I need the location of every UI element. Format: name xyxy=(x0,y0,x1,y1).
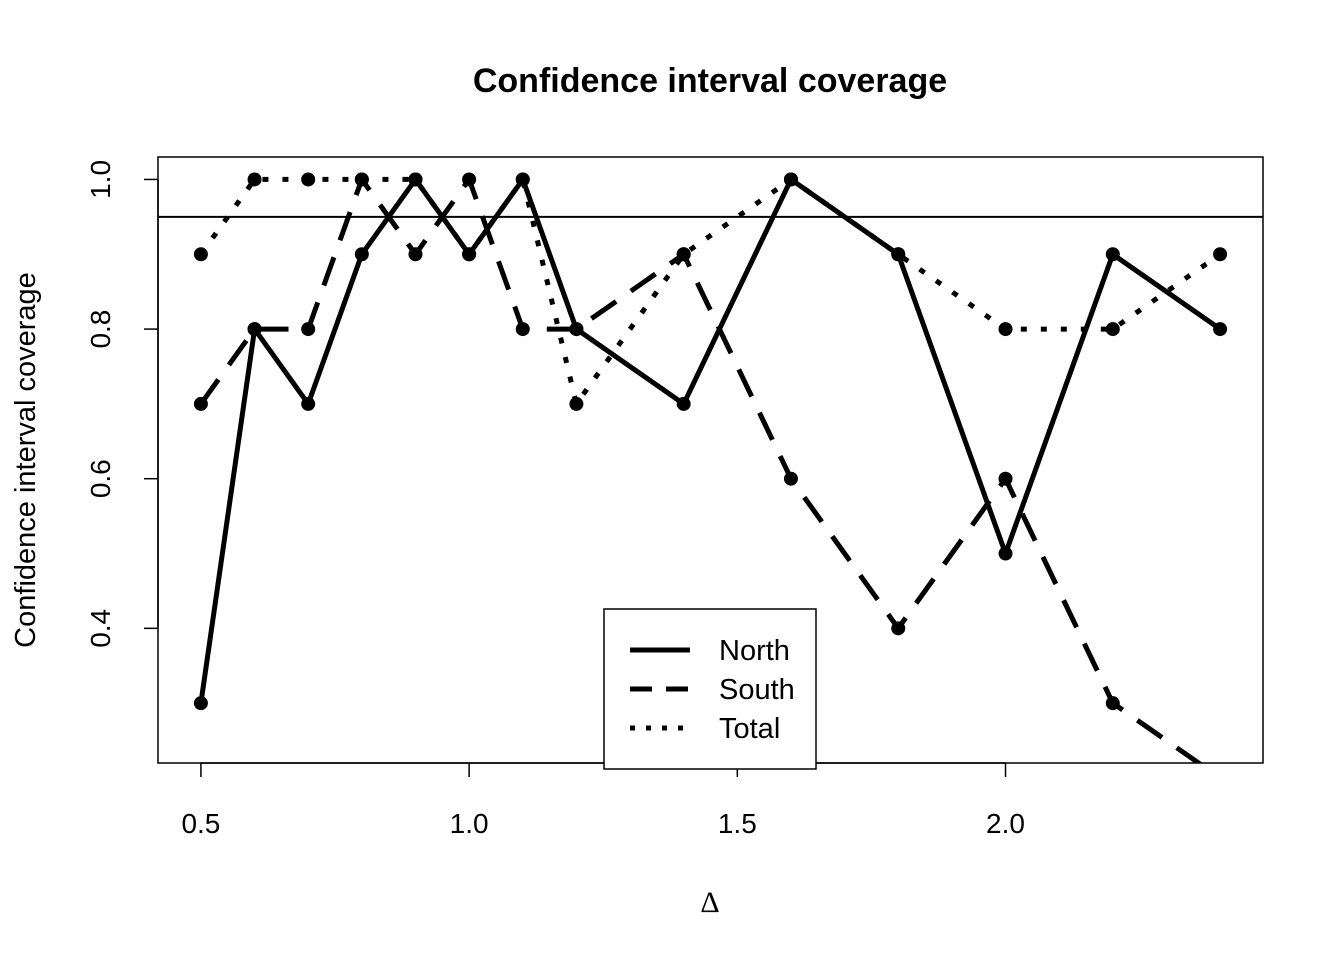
data-point xyxy=(1213,322,1228,337)
series-total xyxy=(193,172,1228,411)
data-point xyxy=(193,247,208,262)
y-tick-label: 1.0 xyxy=(85,160,116,199)
data-point xyxy=(998,546,1013,561)
data-point xyxy=(569,396,584,411)
legend-label-total: Total xyxy=(719,713,780,745)
y-axis-label: Confidence interval coverage xyxy=(10,272,42,648)
data-point xyxy=(408,172,423,187)
y-tick-label: 0.4 xyxy=(85,609,116,648)
data-point xyxy=(1105,322,1120,337)
data-point xyxy=(301,322,316,337)
data-point xyxy=(247,322,262,337)
x-tick-label: 1.5 xyxy=(718,808,757,839)
data-point xyxy=(408,247,423,262)
data-point xyxy=(247,172,262,187)
x-tick-label: 1.0 xyxy=(450,808,489,839)
data-point xyxy=(193,696,208,711)
data-point xyxy=(891,247,906,262)
data-point xyxy=(515,322,530,337)
data-point xyxy=(676,247,691,262)
x-axis-label: Δ xyxy=(700,886,719,919)
data-point xyxy=(462,172,477,187)
y-tick-label: 0.8 xyxy=(85,310,116,349)
legend-label-south: South xyxy=(719,674,795,706)
data-point xyxy=(676,396,691,411)
data-point xyxy=(783,172,798,187)
data-point xyxy=(1105,696,1120,711)
data-point xyxy=(354,172,369,187)
data-point xyxy=(301,396,316,411)
x-axis: 0.5 1.0 1.5 2.0 xyxy=(181,762,1025,839)
data-point xyxy=(998,471,1013,486)
x-tick-label: 0.5 xyxy=(181,808,220,839)
series-group xyxy=(193,172,1228,785)
series-line xyxy=(198,176,1222,407)
data-point xyxy=(515,172,530,187)
legend-label-north: North xyxy=(719,635,790,667)
data-point xyxy=(301,172,316,187)
data-point xyxy=(891,621,906,636)
series-south xyxy=(193,172,1227,785)
data-point xyxy=(1105,247,1120,262)
data-point xyxy=(1213,247,1228,262)
data-point xyxy=(462,247,477,262)
y-tick-label: 0.6 xyxy=(85,459,116,498)
data-point xyxy=(998,322,1013,337)
legend: North South Total xyxy=(603,608,817,770)
x-tick-label: 2.0 xyxy=(986,808,1025,839)
chart-title: Confidence interval coverage xyxy=(473,62,947,100)
data-point xyxy=(783,471,798,486)
series-line xyxy=(198,176,1203,763)
data-point xyxy=(193,396,208,411)
y-axis: 0.4 0.6 0.8 1.0 xyxy=(85,160,159,648)
data-point xyxy=(1213,771,1227,785)
data-point xyxy=(354,247,369,262)
data-point xyxy=(569,322,584,337)
